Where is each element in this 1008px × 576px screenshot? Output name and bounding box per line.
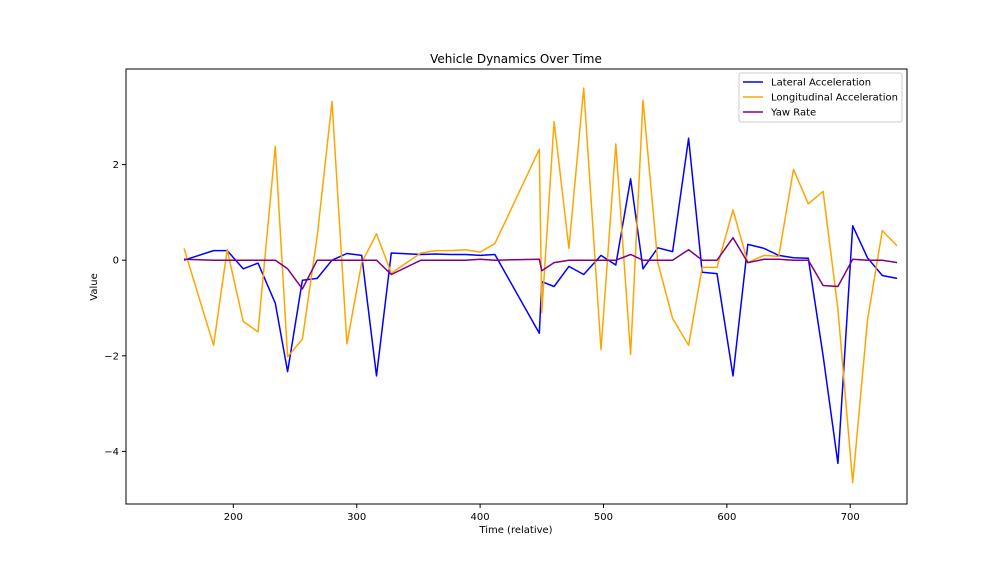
y-axis-label: Value	[89, 273, 100, 300]
x-tick-label: 300	[347, 512, 366, 523]
legend-box	[738, 72, 903, 123]
x-tick-label: 200	[224, 512, 243, 523]
y-tick-label: −2	[104, 351, 119, 362]
legend-label: Longitudinal Acceleration	[771, 93, 898, 104]
chart-title: Vehicle Dynamics Over Time	[430, 52, 602, 66]
legend: Lateral Acceleration Longitudinal Acceler…	[738, 72, 903, 123]
series-line-2	[183, 236, 898, 290]
x-tick-label: 500	[594, 512, 613, 523]
x-axis-label: Time (relative)	[478, 525, 552, 536]
plot-area	[125, 68, 908, 505]
x-tick-label: 600	[717, 512, 736, 523]
y-tick-label: 0	[113, 256, 119, 267]
y-tick-label: 2	[113, 160, 119, 171]
x-tick-label: 700	[841, 512, 860, 523]
legend-label: Lateral Acceleration	[771, 78, 871, 89]
y-axis: −4 −2 0 2	[104, 160, 126, 458]
legend-label: Yaw Rate	[770, 108, 816, 119]
series-layer	[183, 87, 898, 484]
series-line-1	[183, 87, 898, 484]
series-line-0	[183, 137, 898, 465]
x-tick-label: 400	[471, 512, 490, 523]
x-axis: 200 300 400 500 600 700	[224, 504, 860, 523]
y-tick-label: −4	[104, 447, 119, 458]
